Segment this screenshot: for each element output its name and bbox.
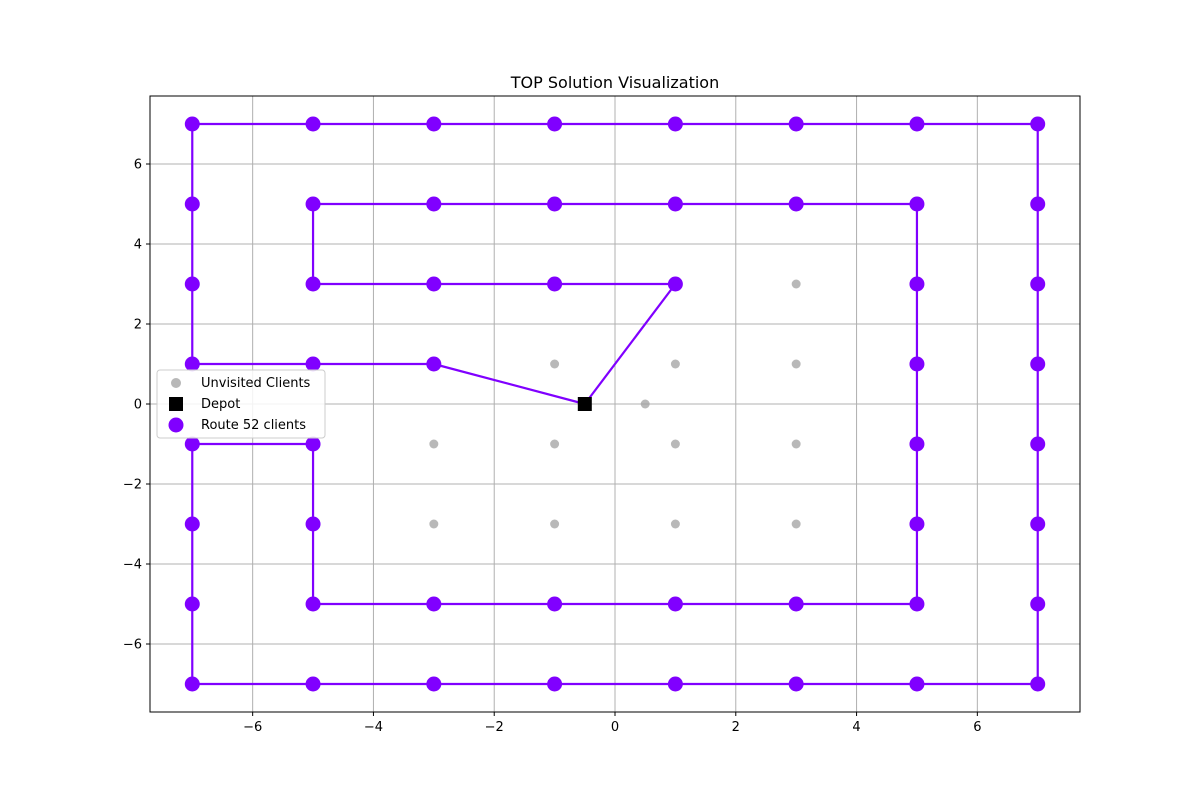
route-client-point (909, 516, 925, 532)
x-tick-label: −2 (485, 720, 504, 735)
depot-marker-group (577, 397, 592, 411)
route-client-point (909, 676, 925, 692)
route-client-point (184, 516, 200, 532)
unvisited-client-point (550, 359, 560, 369)
y-tick-label: −4 (123, 558, 142, 573)
route-client-point (667, 116, 683, 132)
route-client-point (426, 596, 442, 612)
unvisited-client-point (640, 399, 650, 409)
route-client-point (426, 276, 442, 292)
route-client-point (1030, 276, 1046, 292)
route-client-point (305, 516, 321, 532)
route-client-point (1030, 516, 1046, 532)
route-client-point (184, 116, 200, 132)
route-client-point (547, 676, 563, 692)
route-client-point (184, 356, 200, 372)
route-client-point (426, 196, 442, 212)
legend-route-label: Route 52 clients (201, 418, 306, 433)
route-client-point (426, 116, 442, 132)
x-tick-label: −6 (243, 720, 262, 735)
legend-unvisited-marker (171, 378, 181, 388)
legend-route-marker (168, 417, 184, 433)
route-client-point (1030, 596, 1046, 612)
x-tick-label: 0 (611, 720, 619, 735)
x-tick-label: 2 (732, 720, 740, 735)
route-client-point (788, 676, 804, 692)
route-points (184, 116, 1046, 692)
route-client-point (305, 596, 321, 612)
route-line (191, 122, 1039, 686)
axis-ticks: −6 −4 −2 0 2 4 6 −6 −4 −2 0 2 4 6 (123, 158, 982, 736)
route-client-point (547, 196, 563, 212)
legend: Unvisited Clients Depot Route 52 clients (156, 369, 326, 439)
y-tick-label: 0 (134, 398, 142, 413)
unvisited-client-point (429, 519, 439, 529)
route-client-point (909, 196, 925, 212)
route-client-point (305, 436, 321, 452)
route-lines (191, 122, 1039, 686)
legend-box (156, 369, 326, 439)
unvisited-client-point (670, 519, 680, 529)
route-client-point (547, 596, 563, 612)
route-client-point (1030, 116, 1046, 132)
route-client-point (1030, 356, 1046, 372)
unvisited-client-point (429, 439, 439, 449)
route-client-point (909, 356, 925, 372)
unvisited-client-point (670, 359, 680, 369)
legend-unvisited-label: Unvisited Clients (201, 376, 311, 391)
route-client-point (909, 436, 925, 452)
legend-depot-marker (169, 397, 183, 411)
route-client-point (667, 596, 683, 612)
route-client-point (667, 196, 683, 212)
route-client-point (909, 596, 925, 612)
route-client-point (305, 116, 321, 132)
unvisited-client-point (791, 439, 801, 449)
route-client-point (305, 356, 321, 372)
route-client-point (547, 116, 563, 132)
unvisited-client-point (791, 359, 801, 369)
route-client-point (547, 276, 563, 292)
route-client-point (426, 676, 442, 692)
x-tick-label: 4 (852, 720, 860, 735)
unvisited-points (429, 279, 801, 529)
unvisited-client-point (670, 439, 680, 449)
unvisited-client-point (791, 519, 801, 529)
route-client-point (184, 196, 200, 212)
x-tick-label: 6 (973, 720, 981, 735)
route-client-point (667, 676, 683, 692)
route-client-point (1030, 676, 1046, 692)
route-client-point (1030, 436, 1046, 452)
route-client-point (788, 196, 804, 212)
y-tick-label: 2 (134, 318, 142, 333)
y-tick-label: −2 (123, 478, 142, 493)
unvisited-client-point (550, 439, 560, 449)
route-client-point (184, 436, 200, 452)
route-client-point (305, 276, 321, 292)
unvisited-client-point (791, 279, 801, 289)
chart-title: TOP Solution Visualization (510, 73, 719, 92)
route-client-point (788, 596, 804, 612)
route-client-point (788, 116, 804, 132)
unvisited-client-point (550, 519, 560, 529)
route-client-point (305, 196, 321, 212)
route-client-point (184, 596, 200, 612)
route-client-point (426, 356, 442, 372)
route-client-point (184, 676, 200, 692)
y-tick-label: −6 (123, 638, 142, 653)
route-client-point (667, 276, 683, 292)
route-client-point (909, 276, 925, 292)
y-tick-label: 6 (134, 158, 142, 173)
x-tick-label: −4 (364, 720, 383, 735)
legend-depot-label: Depot (201, 397, 240, 412)
depot-marker (577, 397, 592, 411)
route-client-point (1030, 196, 1046, 212)
route-client-point (305, 676, 321, 692)
y-tick-label: 4 (134, 238, 142, 253)
route-client-point (909, 116, 925, 132)
route-client-point (184, 276, 200, 292)
